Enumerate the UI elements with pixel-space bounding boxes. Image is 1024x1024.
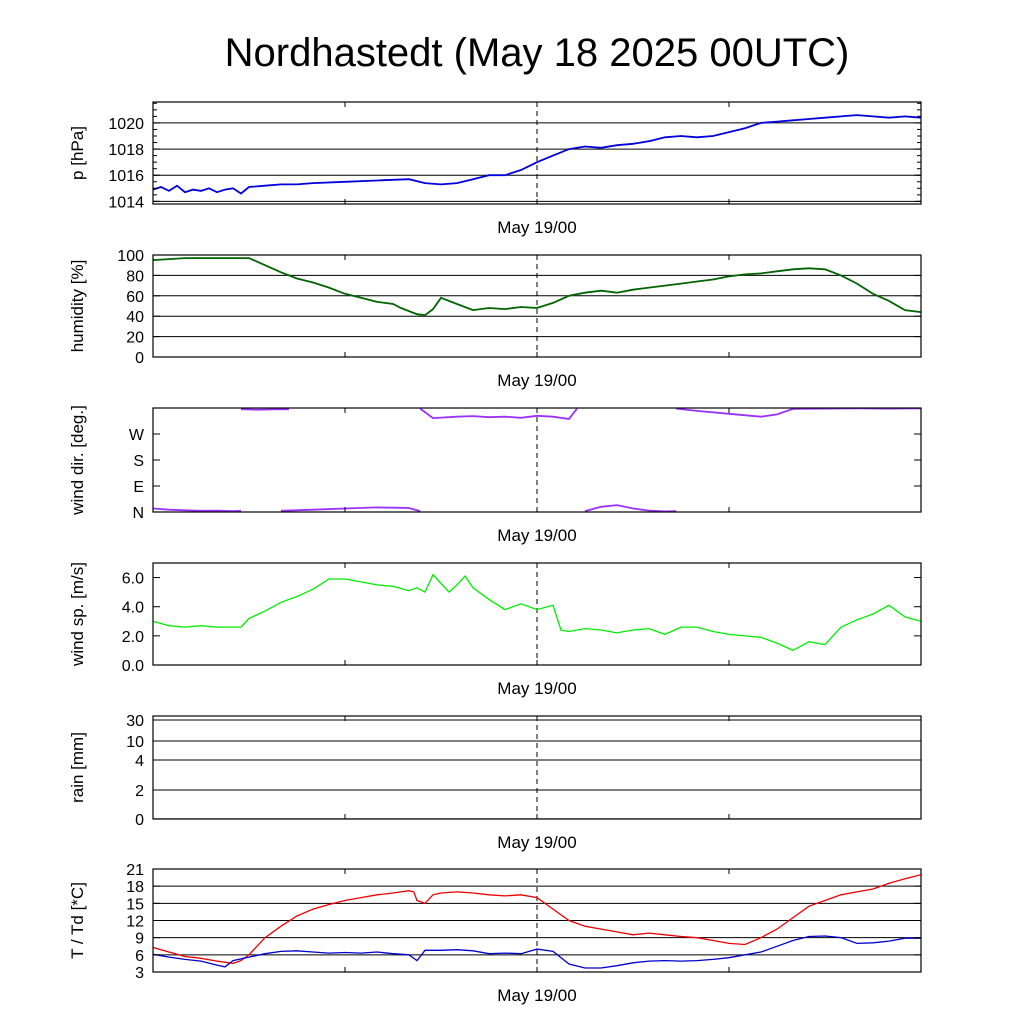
y-tick-label: 40 (126, 309, 144, 326)
y-tick-label: 12 (126, 914, 144, 931)
series-line-wind_dir-0-4 (584, 504, 677, 512)
y-axis-label: T / Td [*C] (68, 882, 87, 959)
y-tick-label: 0 (135, 812, 144, 829)
y-tick-label: 1014 (108, 194, 144, 211)
series-line-wind_dir-0-1 (240, 408, 290, 411)
y-axis-label: p [hPa] (68, 126, 87, 180)
series-line-wind_speed-0-0 (153, 573, 921, 652)
series-line-temp-1-0 (153, 935, 921, 969)
x-axis-label: May 19/00 (497, 833, 576, 852)
y-tick-label: 4.0 (122, 600, 144, 617)
y-tick-label: E (133, 479, 144, 496)
y-tick-label: 30 (126, 713, 144, 730)
y-tick-label: 1018 (108, 142, 144, 159)
y-tick-label: 0 (135, 350, 144, 367)
series-line-temp-0-0 (153, 874, 921, 965)
y-tick-label: 9 (135, 931, 144, 948)
y-tick-label: W (129, 427, 145, 444)
panel-frame (152, 715, 922, 820)
series-line-wind_dir-0-2 (280, 506, 421, 512)
y-tick-label: 21 (126, 862, 144, 879)
y-axis-label: humidity [%] (68, 260, 87, 353)
panel-frame (152, 254, 922, 358)
y-tick-label: 15 (126, 896, 144, 913)
series-line-wind_dir-0-0 (153, 507, 242, 512)
y-tick-label: 0.0 (122, 658, 144, 675)
y-tick-label: 6 (135, 948, 144, 965)
series-line-humidity-0-0 (153, 257, 921, 317)
x-axis-label: May 19/00 (497, 986, 576, 1005)
x-axis-label: May 19/00 (497, 218, 576, 237)
y-tick-label: N (132, 505, 144, 522)
y-tick-label: 60 (126, 289, 144, 306)
y-tick-label: 4 (135, 753, 144, 770)
series-line-wind_dir-0-7 (985, 407, 1024, 511)
x-axis-label: May 19/00 (497, 679, 576, 698)
series-line-wind_dir-0-5 (676, 408, 921, 418)
y-axis-label: rain [mm] (68, 732, 87, 803)
series-line-wind_dir-0-3 (419, 408, 578, 420)
y-tick-label: 1016 (108, 168, 144, 185)
y-axis-label: wind sp. [m/s] (68, 562, 87, 667)
series-line-wind_dir-0-6 (931, 506, 985, 511)
y-tick-label: 80 (126, 268, 144, 285)
x-axis-label: May 19/00 (497, 371, 576, 390)
panel-frame (152, 101, 922, 205)
y-tick-label: 2.0 (122, 629, 144, 646)
panel-pressure: 1014 1016 1018 1020 p [hPa] May 19/00 (68, 101, 922, 237)
y-tick-label: 10 (126, 734, 144, 751)
panel-rain: 0 2 4 10 30 rain [mm] May 19/00 (68, 713, 922, 852)
y-tick-label: 20 (126, 330, 144, 347)
y-tick-label: 100 (117, 248, 144, 265)
y-tick-label: 18 (126, 879, 144, 896)
panel-wind_speed: 0.0 2.0 4.0 6.0 wind sp. [m/s] May 19/00 (68, 562, 922, 698)
y-tick-label: 6.0 (122, 571, 144, 588)
y-axis-label: wind dir. [deg.] (68, 405, 87, 516)
y-tick-label: 2 (135, 783, 144, 800)
y-tick-label: 3 (135, 965, 144, 982)
chart-title: Nordhastedt (May 18 2025 00UTC) (225, 31, 850, 75)
x-axis-label: May 19/00 (497, 526, 576, 545)
panel-frame (152, 407, 922, 513)
y-tick-label: 1020 (108, 116, 144, 133)
panel-frame (152, 562, 922, 666)
y-tick-label: S (133, 453, 144, 470)
panel-humidity: 0 20 40 60 80 100 humidity [%] May 19/00 (68, 248, 922, 390)
series-line-pressure-0-0 (153, 114, 921, 195)
